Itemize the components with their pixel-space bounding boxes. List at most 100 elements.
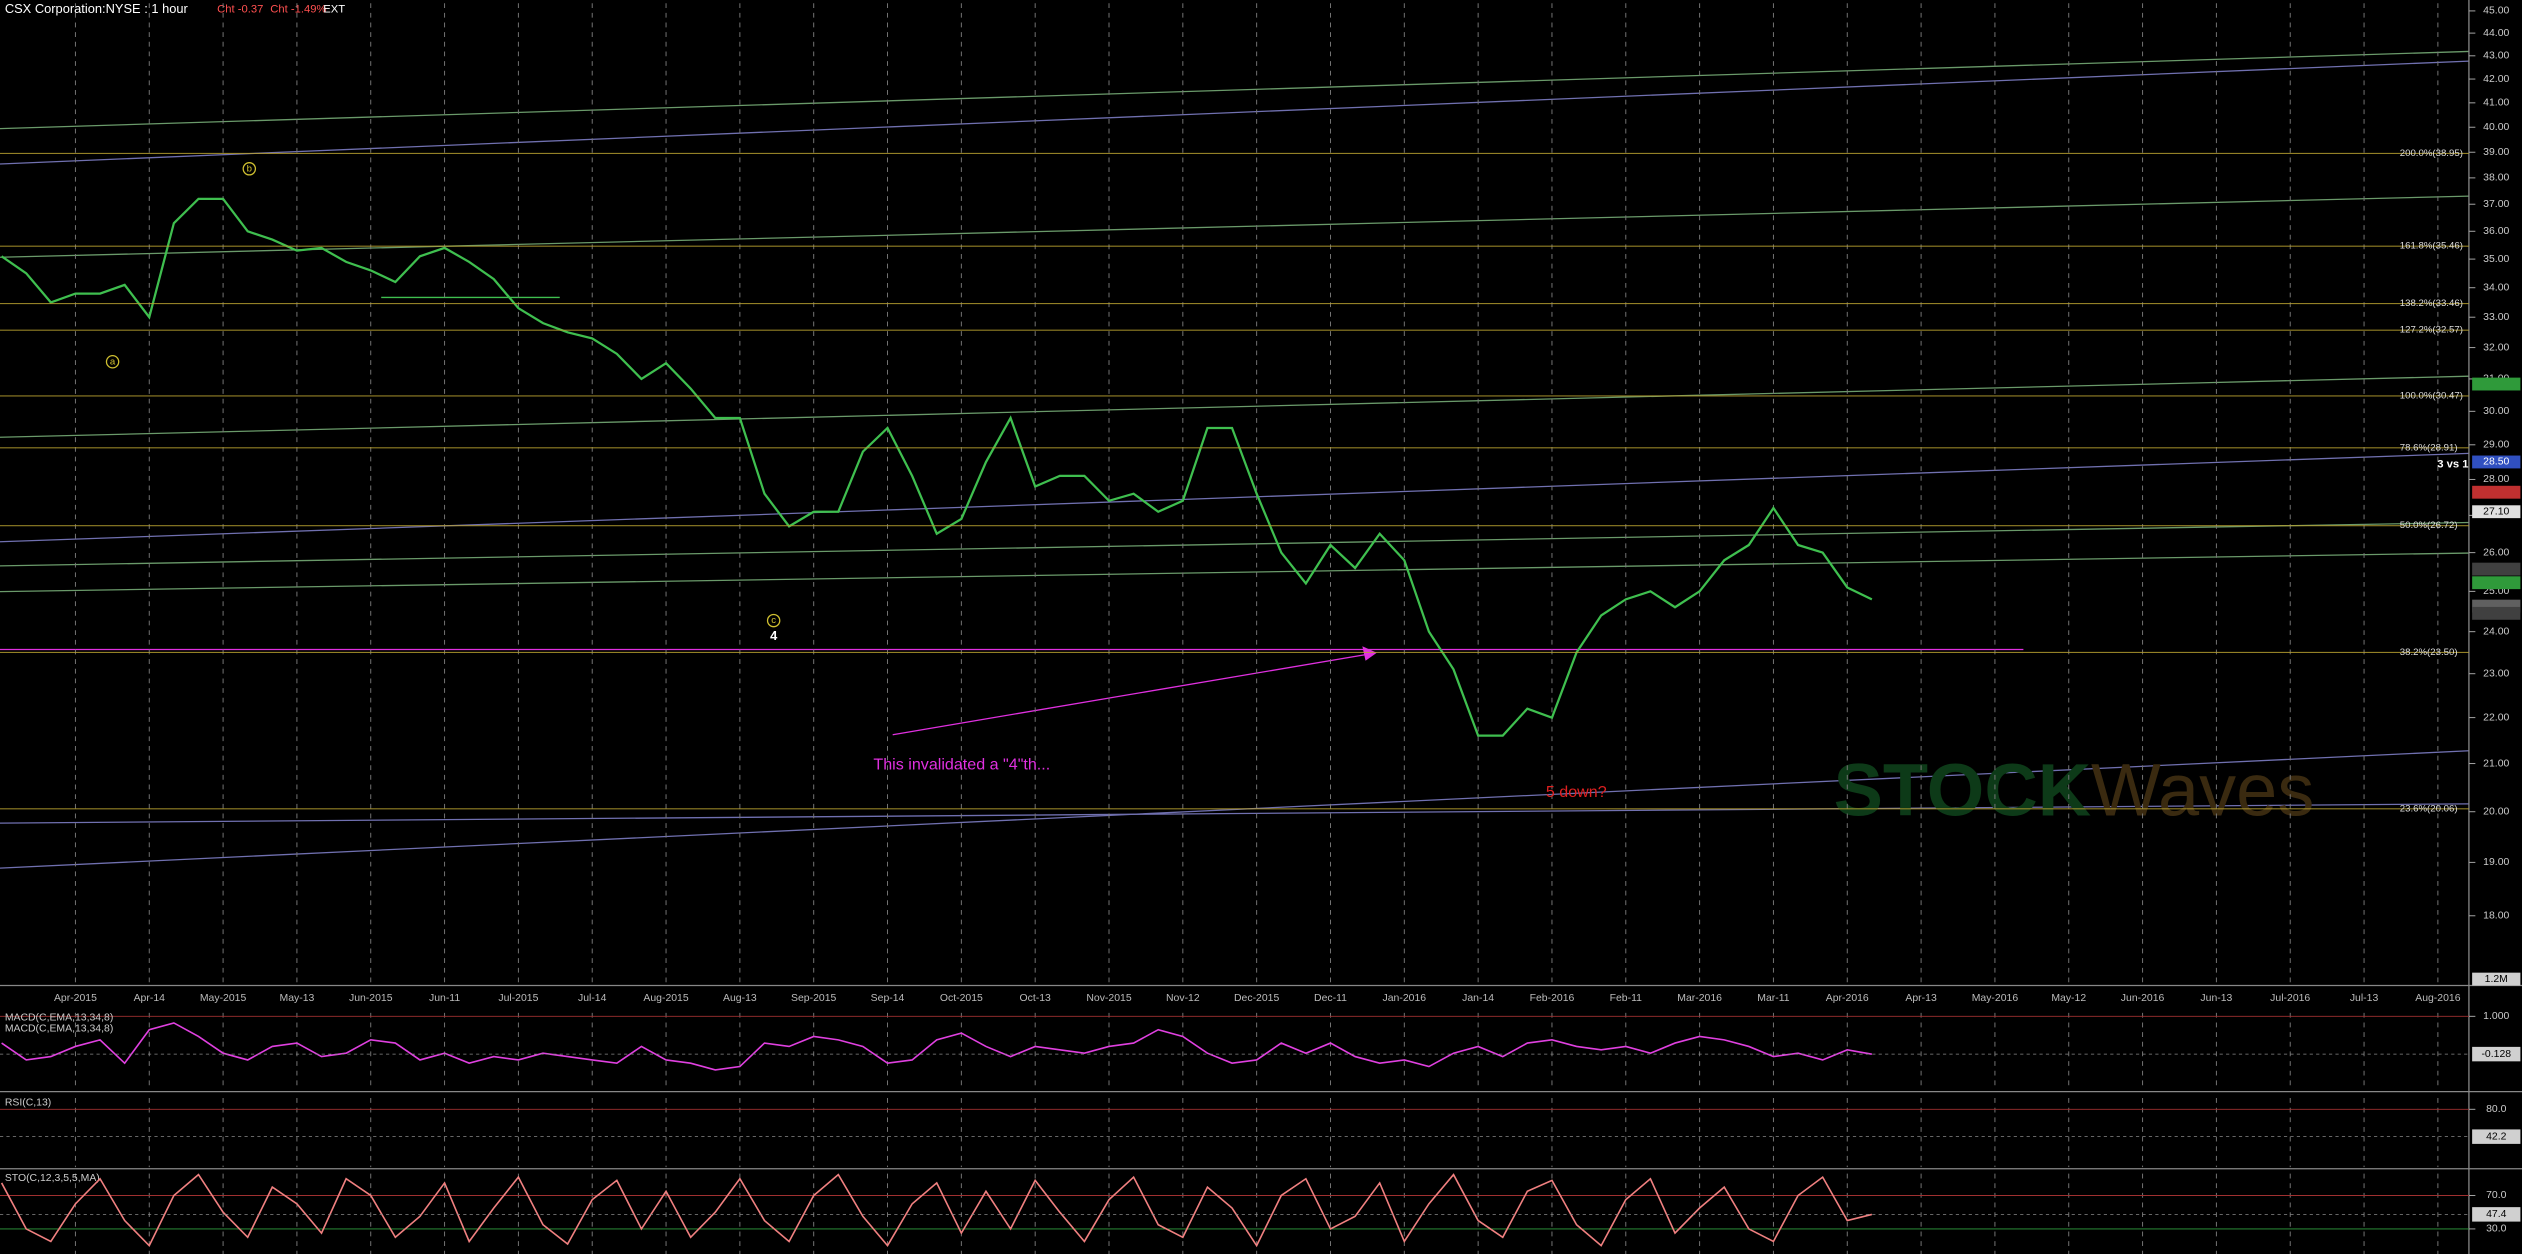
trend-line (0, 521, 2469, 567)
y-tick-label: 20.00 (2483, 806, 2509, 817)
last-value-box (2472, 1207, 2521, 1222)
axis-marker (2472, 505, 2521, 519)
y-tick-label: 39.00 (2483, 147, 2509, 158)
x-tick-label: Jun-2016 (2121, 993, 2165, 1004)
x-tick-label: Sep-2015 (791, 993, 836, 1004)
series-line (0, 197, 1873, 737)
fib-label: 200.0%(38.95) (2400, 148, 2463, 159)
y-tick-label: 40.00 (2483, 122, 2509, 133)
x-tick-label: Aug-2016 (2415, 993, 2460, 1004)
y-tick-label: 24.00 (2483, 626, 2509, 637)
x-tick-label: Feb-11 (1610, 993, 1642, 1004)
x-tick-label: Aug-13 (723, 993, 757, 1004)
x-tick-label: Mar-2016 (1677, 993, 1722, 1004)
x-tick-label: Jul-2016 (2270, 993, 2310, 1004)
fib-label: 78.6%(28.91) (2400, 442, 2458, 453)
wave-circle (105, 354, 120, 369)
header-item: EXT (323, 4, 345, 16)
axis-marker (2472, 377, 2521, 391)
y-tick-label: 42.00 (2483, 74, 2509, 85)
axis-marker (2472, 606, 2521, 620)
last-value-label: 42.2 (2486, 1131, 2507, 1142)
x-tick-label: Jun-2015 (349, 993, 393, 1004)
y-tick-label: 30.0 (2486, 1224, 2507, 1235)
x-tick-label: Jul-14 (578, 993, 607, 1004)
last-value-box (2472, 1046, 2521, 1062)
axis-marker-label: 28.50 (2483, 457, 2509, 468)
annotation: b (247, 163, 252, 174)
x-tick-label: May-2016 (1972, 993, 2019, 1004)
y-tick-label: 25.00 (2483, 586, 2509, 597)
x-tick-label: Jan-14 (1462, 993, 1494, 1004)
y-tick-label: 70.0 (2486, 1190, 2507, 1201)
y-tick-label: 1.000 (2483, 1011, 2509, 1022)
axis-marker (2472, 455, 2521, 469)
x-tick-label: Nov-2015 (1086, 993, 1131, 1004)
last-value-label: 47.4 (2486, 1209, 2507, 1220)
header-item: Cht -0.37 (217, 4, 263, 16)
x-tick-label: Apr-2015 (54, 993, 97, 1004)
arrow-head (1362, 646, 1377, 661)
y-tick-label: 32.00 (2483, 342, 2509, 353)
trend-line (0, 50, 2469, 130)
x-tick-label: Dec-11 (1314, 993, 1347, 1004)
y-tick-label: 43.00 (2483, 51, 2509, 62)
x-tick-label: Jun-11 (429, 993, 460, 1004)
axis-marker (2472, 562, 2521, 576)
x-tick-label: Jan-2016 (1383, 993, 1427, 1004)
series-line (1, 1022, 1873, 1071)
x-tick-label: Jul-2015 (498, 993, 538, 1004)
y-tick-label: 41.00 (2483, 98, 2509, 109)
x-tick-label: Jun-13 (2200, 993, 2232, 1004)
annotation: 3 vs 1 (2437, 459, 2468, 471)
wave-circle (242, 162, 257, 176)
x-tick-label: Mar-11 (1757, 993, 1789, 1004)
series-line (0, 1173, 1873, 1248)
trend-line (0, 60, 2469, 165)
fib-label: 50.0%(26.72) (2400, 520, 2458, 531)
trend-line (0, 552, 2469, 593)
trend-line (0, 452, 2469, 543)
y-tick-label: 28.00 (2483, 474, 2509, 485)
x-tick-label: Nov-12 (1166, 993, 1200, 1004)
panel-title: STO(C,12,3,5,5,MA) (5, 1173, 100, 1184)
y-tick-label: 80.0 (2486, 1104, 2507, 1115)
fib-label: 38.2%(23.50) (2400, 647, 2458, 658)
x-tick-label: Apr-2016 (1826, 993, 1869, 1004)
header-item: Cht -1.49% (270, 4, 326, 16)
x-tick-label: May-13 (280, 993, 315, 1004)
fib-label: 138.2%(33.46) (2400, 298, 2463, 309)
volume-tick-box (2472, 972, 2521, 986)
y-tick-label: 21.00 (2483, 758, 2509, 769)
y-tick-label: 26.00 (2483, 547, 2509, 558)
x-tick-label: Jul-13 (2350, 993, 2379, 1004)
axis-marker-label: 27.10 (2483, 506, 2509, 517)
arrow-line (892, 653, 1368, 736)
y-tick-label: 37.00 (2483, 199, 2509, 210)
fib-label: 100.0%(30.47) (2400, 391, 2463, 402)
last-value-label: -0.128 (2481, 1049, 2511, 1060)
x-tick-label: Aug-2015 (643, 993, 688, 1004)
annotation: 4 (770, 628, 778, 643)
panel-title: RSI(C,13) (5, 1098, 51, 1109)
panel-subtitle: MACD(C,EMA,13,34,8) (5, 1024, 113, 1035)
x-tick-label: Oct-2015 (940, 993, 983, 1004)
axis-marker (2472, 485, 2521, 499)
y-tick-label: 23.00 (2483, 668, 2509, 679)
y-tick-label: 36.00 (2483, 226, 2509, 237)
fib-label: 127.2%(32.57) (2400, 325, 2463, 336)
annotation: a (110, 356, 116, 367)
x-tick-label: Apr-14 (134, 993, 166, 1004)
x-tick-label: Sep-14 (871, 993, 905, 1004)
annotation: 5 down? (1546, 783, 1607, 801)
y-tick-label: 33.00 (2483, 312, 2509, 323)
trend-line (0, 803, 2469, 824)
x-tick-label: Oct-13 (1020, 993, 1052, 1004)
x-tick-label: Feb-2016 (1530, 993, 1575, 1004)
y-tick-label: 19.00 (2483, 857, 2509, 868)
panel-title: MACD(C,EMA,13,34,8) (5, 1012, 113, 1023)
y-tick-label: 30.00 (2483, 406, 2509, 417)
y-tick-label: 45.00 (2483, 6, 2509, 17)
